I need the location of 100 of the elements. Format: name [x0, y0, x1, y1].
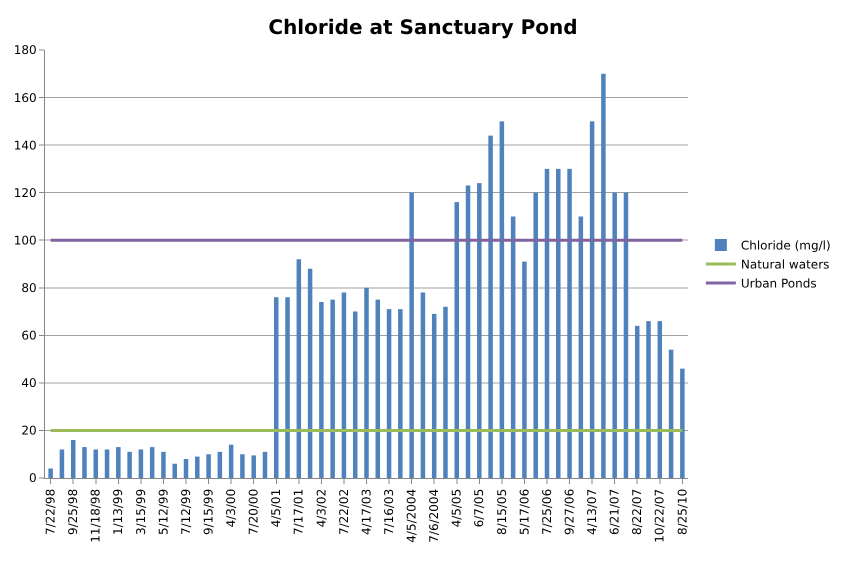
- bar: [634, 326, 640, 478]
- x-tick-label: 8/15/05: [494, 488, 509, 536]
- bar: [454, 202, 459, 478]
- x-tick-label: 8/25/10: [675, 488, 690, 536]
- bar: [228, 444, 234, 478]
- bar: [127, 452, 132, 478]
- legend-label: Natural waters: [740, 258, 830, 272]
- bar: [116, 447, 121, 478]
- x-tick-label: 9/15/99: [201, 488, 216, 536]
- bar: [680, 368, 685, 478]
- bar: [477, 183, 482, 478]
- bar: [82, 447, 87, 478]
- x-tick-label: 4/17/03: [359, 488, 374, 536]
- bar: [251, 455, 256, 478]
- bar: [432, 314, 436, 478]
- bar: [420, 292, 426, 478]
- bar: [624, 192, 628, 478]
- x-tick-label: 1/13/99: [111, 488, 126, 536]
- x-tick-label: 3/15/99: [134, 488, 148, 536]
- bar: [398, 309, 403, 478]
- y-tick-label: 120: [14, 186, 37, 200]
- y-tick-label: 140: [14, 138, 37, 152]
- bar: [262, 452, 268, 478]
- bar: [60, 449, 64, 478]
- x-tick-label: 8/22/07: [630, 488, 644, 536]
- y-tick-label: 40: [21, 376, 37, 390]
- bar: [409, 192, 414, 478]
- x-tick-label: 4/5/2004: [404, 488, 419, 543]
- y-tick-label: 180: [14, 43, 37, 58]
- bar: [510, 216, 516, 478]
- bar: [658, 321, 662, 478]
- x-tick-label: 4/5/05: [450, 488, 464, 528]
- bar: [218, 452, 222, 478]
- x-tick-label: 7/20/00: [246, 488, 261, 536]
- x-tick-label: 7/16/03: [382, 488, 396, 536]
- bar: [668, 350, 674, 478]
- x-tick-label: 9/25/98: [66, 488, 80, 536]
- bar: [590, 121, 594, 478]
- y-tick-label: 80: [21, 280, 37, 295]
- y-tick-label: 160: [14, 90, 37, 105]
- x-tick-label: 7/6/2004: [427, 488, 442, 543]
- x-tick-label: 7/25/06: [540, 488, 554, 536]
- bar: [172, 464, 177, 478]
- bar: [376, 300, 380, 478]
- bar: [556, 168, 561, 478]
- bar: [240, 454, 245, 478]
- x-tick-label: 6/21/07: [608, 488, 622, 536]
- bar: [342, 292, 346, 478]
- y-tick-label: 0: [28, 471, 37, 486]
- bar: [352, 312, 358, 478]
- chart-title: Chloride at Sanctuary Pond: [268, 15, 578, 40]
- x-tick-label: 6/7/05: [472, 488, 486, 528]
- y-tick-label: 20: [21, 424, 37, 438]
- bar: [612, 192, 617, 478]
- bar: [646, 321, 651, 478]
- bar: [161, 452, 166, 478]
- bar: [138, 449, 144, 478]
- bar: [184, 458, 188, 478]
- bar: [330, 300, 335, 478]
- legend-label: Urban Ponds: [740, 276, 817, 291]
- bar: [500, 121, 504, 478]
- bar: [70, 440, 76, 478]
- bar: [206, 454, 211, 478]
- bar: [195, 456, 200, 478]
- y-tick-label: 60: [21, 328, 37, 343]
- x-tick-label: 4/13/07: [585, 488, 600, 536]
- x-tick-label: 4/3/02: [314, 488, 328, 528]
- x-tick-label: 9/27/06: [562, 488, 576, 536]
- x-tick-label: 7/22/02: [336, 488, 351, 536]
- bar: [296, 259, 302, 478]
- bar: [466, 186, 470, 478]
- bar: [544, 168, 550, 478]
- bar: [386, 309, 392, 478]
- bar: [94, 449, 98, 478]
- bar: [150, 447, 154, 478]
- bar: [48, 468, 53, 478]
- y-tick-label: 100: [14, 233, 37, 248]
- bar: [533, 192, 538, 478]
- bar: [488, 136, 493, 478]
- bar: [319, 302, 324, 478]
- bar: [274, 297, 279, 478]
- bar: [308, 268, 312, 478]
- bar: [567, 168, 572, 478]
- x-tick-label: 5/17/06: [517, 488, 532, 536]
- x-tick-label: 7/22/98: [44, 488, 58, 536]
- x-tick-label: 7/17/01: [292, 488, 306, 536]
- x-tick-label: 4/5/01: [269, 488, 284, 528]
- bar: [364, 288, 369, 478]
- x-tick-label: 4/3/00: [224, 488, 238, 528]
- legend-label: Chloride (mg/l): [740, 238, 831, 253]
- bar: [578, 216, 584, 478]
- bar: [522, 262, 527, 478]
- x-tick-label: 5/12/99: [156, 488, 170, 536]
- bar: [104, 449, 110, 478]
- bar: [285, 297, 290, 478]
- x-tick-label: 10/22/07: [652, 488, 667, 543]
- bar: [601, 74, 606, 478]
- x-tick-label: 11/18/98: [88, 488, 103, 543]
- bar: [443, 306, 448, 478]
- x-tick-label: 7/12/99: [178, 488, 193, 536]
